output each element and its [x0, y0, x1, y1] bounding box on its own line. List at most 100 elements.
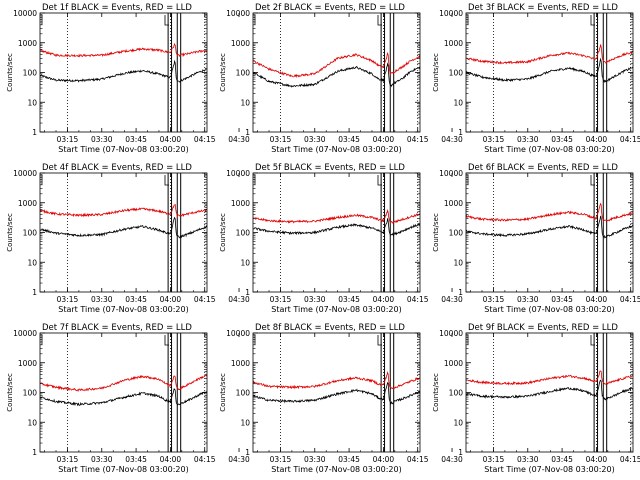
x-axis-label: Start Time (07-Nov-08 03:00:20) [58, 305, 188, 314]
plot-frame [39, 172, 208, 293]
plot-frame [465, 12, 634, 133]
x-tick-label: 03:45 [551, 455, 573, 464]
x-tick-label: 03:15 [483, 295, 505, 304]
x-tick-label: 04:15 [407, 295, 429, 304]
x-tick-label: 03:30 [304, 455, 326, 464]
x-axis-label: Start Time (07-Nov-08 03:00:20) [484, 305, 614, 314]
y-tick-label: 100 [449, 229, 464, 238]
series-line-events [466, 57, 633, 84]
y-tick-label: 1 [245, 128, 250, 137]
x-tick-label: 04:15 [194, 135, 216, 144]
y-tick-label: 10000 [226, 9, 250, 18]
det-panel-6: Det 6f BLACK = Events, RED = LLD 1 10 100 10… [432, 163, 640, 314]
x-tick-label: 03:30 [304, 295, 326, 304]
x-tick-label: 03:30 [517, 295, 539, 304]
x-axis-label: Start Time (07-Nov-08 03:00:20) [271, 305, 401, 314]
y-tick-label: 100 [23, 389, 38, 398]
panel-title: Det 8f BLACK = Events, RED = LLD [255, 323, 405, 333]
x-axis-label: Start Time (07-Nov-08 03:00:20) [484, 145, 614, 154]
x-tick-label: 04:15 [620, 455, 640, 464]
bracket-mark [590, 335, 595, 346]
y-tick-label: 10 [27, 98, 37, 107]
x-tick-label: 04:00 [160, 295, 182, 304]
det-panel-5: Det 5f BLACK = Events, RED = LLD11010010… [219, 163, 463, 314]
det-panel-4: Det 4f BLACK = Events, RED = LLD 1 10 100 10… [6, 163, 250, 314]
series-line-lld [40, 42, 207, 58]
series-line-events [466, 379, 633, 401]
series-line-lld [466, 44, 633, 65]
panel-title: Det 7f BLACK = Events, RED = LLD [42, 323, 192, 333]
series-line-lld [466, 370, 633, 386]
x-tick-label: 03:15 [57, 135, 79, 144]
panel-title: Det 4f BLACK = Events, RED = LLD [42, 163, 192, 173]
series-line-lld [253, 208, 420, 224]
x-tick-label: 03:30 [517, 135, 539, 144]
series-line-lld [40, 374, 207, 393]
x-tick-label: 03:15 [57, 455, 79, 464]
x-tick-label: 03:45 [338, 295, 360, 304]
x-tick-label: 04:15 [407, 135, 429, 144]
y-tick-label: 10 [240, 418, 250, 427]
x-tick-label: 04:15 [407, 455, 429, 464]
y-tick-label: 1 [32, 288, 37, 297]
x-axis-label: Start Time (07-Nov-08 03:00:20) [484, 465, 614, 474]
y-tick-label: 100 [449, 389, 464, 398]
x-tick-label: 04:15 [620, 295, 640, 304]
series-line-events [253, 62, 420, 88]
det-panel-8: Det 8f BLACK = Events, RED = LLD 1 10 100 10… [219, 323, 463, 474]
y-tick-label: 100 [449, 69, 464, 78]
panel-title: Det 5f BLACK = Events, RED = LLD [255, 163, 405, 173]
y-tick-label: 100 [236, 69, 251, 78]
x-tick-label: 04:00 [160, 455, 182, 464]
x-tick-label: 04:15 [194, 455, 216, 464]
y-axis-label: Counts/sec [432, 373, 440, 412]
y-tick-label: 100 [236, 229, 251, 238]
x-tick-label: 03:15 [270, 135, 292, 144]
x-tick-label: 04:15 [194, 295, 216, 304]
series-line-events [40, 216, 207, 239]
x-tick-label: 03:15 [270, 295, 292, 304]
y-tick-label: 1000 [231, 199, 250, 208]
y-tick-label: 1 [458, 448, 463, 457]
y-tick-label: 1000 [444, 199, 463, 208]
x-tick-label: 04:00 [160, 135, 182, 144]
bracket-mark [164, 15, 169, 26]
x-tick-label: 04:00 [586, 455, 608, 464]
panel-title: Det 6f BLACK = Events, RED = LLD [468, 163, 618, 173]
bracket-mark [590, 175, 595, 186]
bracket-mark [377, 175, 382, 186]
y-tick-label: 10000 [439, 329, 463, 338]
y-tick-label: 100 [23, 229, 38, 238]
panel-title: Det 1f BLACK = Events, RED = LLD [42, 3, 192, 13]
det-panel-1: Det 1f BLACK = Events, RED = LLD11010010… [6, 3, 250, 154]
x-tick-label: 04:00 [373, 455, 395, 464]
x-tick-label: 03:30 [304, 135, 326, 144]
x-tick-label: 04:00 [373, 135, 395, 144]
x-tick-label: 03:15 [270, 455, 292, 464]
x-tick-label: 03:45 [125, 455, 147, 464]
x-tick-label: 03:45 [338, 135, 360, 144]
y-tick-label: 10 [453, 98, 463, 107]
y-tick-label: 10000 [13, 329, 37, 338]
x-tick-label: 03:30 [91, 455, 113, 464]
y-tick-label: 10 [27, 258, 37, 267]
x-tick-label: 04:30 [228, 295, 250, 304]
x-tick-label: 03:30 [517, 455, 539, 464]
series-line-lld [466, 202, 633, 222]
series-line-events [40, 59, 207, 83]
y-tick-label: 10000 [13, 169, 37, 178]
y-tick-label: 10 [453, 258, 463, 267]
y-tick-label: 100 [236, 389, 251, 398]
y-tick-label: 10000 [226, 169, 250, 178]
y-tick-label: 1 [32, 128, 37, 137]
bracket-mark [164, 175, 169, 186]
plot-frame [39, 332, 208, 453]
x-tick-label: 04:30 [441, 455, 463, 464]
x-tick-label: 03:45 [125, 135, 147, 144]
bracket-mark [590, 15, 595, 26]
x-tick-label: 04:30 [441, 135, 463, 144]
det-panel-3: Det 3f BLACK = Events, RED = LLD 1 10 100 10… [432, 3, 640, 154]
y-tick-label: 10 [240, 258, 250, 267]
y-axis-label: Counts/sec [432, 53, 440, 92]
